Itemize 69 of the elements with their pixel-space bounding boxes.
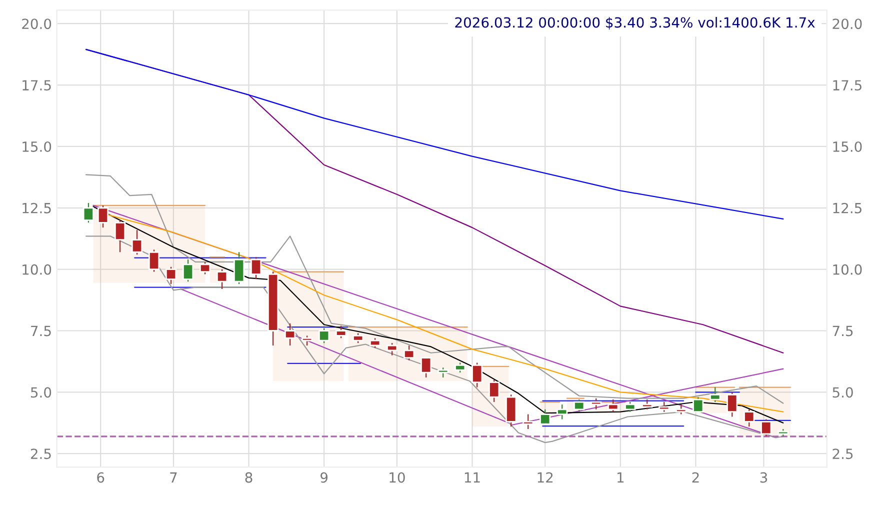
candlestick (336, 325, 347, 339)
y2-tick-label: 7.5 (832, 326, 853, 336)
candlestick (148, 249, 160, 272)
candlestick (574, 399, 585, 412)
x-tick-label: 8 (245, 472, 252, 483)
x-tick-label: 7 (170, 472, 177, 483)
candlestick (472, 362, 483, 388)
candlestick (642, 399, 653, 410)
y2-tick-label: 2.5 (832, 448, 853, 460)
candlestick (692, 396, 704, 413)
candlestick (234, 252, 245, 285)
y2-tick-label: 5.0 (832, 387, 853, 398)
x-tick-label: 12 (538, 472, 553, 483)
candlestick (165, 266, 177, 285)
candlestick (370, 338, 381, 349)
y-tick-label: 2.5 (30, 448, 51, 460)
x-tick-label: 2 (692, 472, 699, 483)
candlestick (540, 408, 551, 425)
candlestick (608, 399, 619, 412)
y-tick-label: 5.0 (31, 387, 52, 398)
candlestick (386, 342, 398, 356)
candlestick (438, 367, 449, 378)
x-tick-label: 9 (320, 472, 328, 483)
candlestick (710, 386, 721, 403)
chart-title: 2026.03.12 00:00:00 $3.40 3.34% vol:1400.6K 1.7x (455, 16, 815, 30)
candlestick (744, 408, 755, 428)
candlestick (590, 398, 602, 410)
y-tick-label: 15.0 (22, 141, 52, 152)
candlestick (131, 229, 143, 256)
line-series (85, 236, 784, 444)
candlestick (556, 404, 568, 420)
candlestick (216, 268, 228, 290)
candlestick (182, 258, 194, 282)
candlestick (488, 379, 500, 403)
line-series (85, 48, 784, 220)
candlestick (726, 392, 738, 418)
candlestick (82, 202, 94, 224)
y2-tick-label: 15.0 (833, 141, 862, 152)
candlestick (352, 332, 364, 344)
x-tick-label: 6 (97, 472, 104, 483)
candlestick (318, 328, 330, 344)
y-tick-label: 17.5 (22, 80, 51, 91)
y-tick-label: 20.0 (22, 18, 52, 30)
x-tick-label: 1 (618, 472, 624, 483)
candlestick (302, 335, 313, 346)
y2-tick-label: 20.0 (832, 18, 862, 30)
candlestick (676, 404, 687, 415)
x-tick-label: 10 (390, 472, 405, 483)
candlestick (404, 344, 415, 361)
y-tick-label: 10.0 (22, 264, 52, 275)
x-tick-label: 3 (760, 472, 768, 483)
y-tick-label: 12.5 (22, 202, 51, 214)
y2-tick-label: 12.5 (833, 202, 862, 214)
candlestick (199, 261, 211, 275)
line-series (85, 174, 784, 404)
candlestick (97, 204, 109, 228)
candlestick (114, 220, 126, 253)
candlestick (522, 414, 534, 430)
candlestick (420, 357, 432, 378)
candlestick (250, 256, 262, 280)
candlestick (760, 418, 772, 437)
candlestick (624, 401, 636, 412)
candlestick (284, 322, 296, 346)
candlestick (658, 401, 670, 412)
y2-tick-label: 17.5 (833, 80, 862, 91)
y2-tick-label: 10.0 (833, 264, 862, 275)
x-tick-label: 11 (464, 472, 480, 483)
candlestick (454, 362, 466, 374)
y-tick-label: 7.5 (31, 326, 51, 336)
